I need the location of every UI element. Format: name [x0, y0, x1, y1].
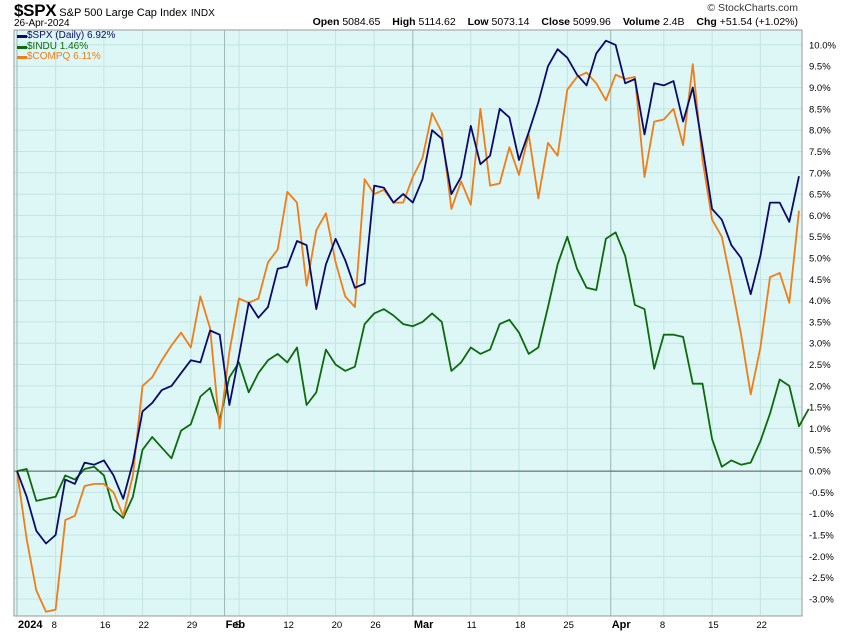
- low-value: 5073.14: [491, 16, 530, 28]
- exchange: INDX: [190, 8, 215, 19]
- high-label: High: [392, 16, 416, 28]
- x-tick-label: 18: [515, 620, 526, 631]
- y-tick-label: -1.5%: [809, 531, 834, 542]
- compq-line: [16, 63, 800, 613]
- y-tick-label: 0.5%: [809, 445, 831, 456]
- x-tick-label: 22: [139, 620, 150, 631]
- y-tick-label: 10.0%: [809, 40, 836, 51]
- legend: ▬$SPX (Daily) 6.92% ▬$INDU 1.46% ▬$COMPQ…: [17, 30, 116, 63]
- low-label: Low: [467, 16, 489, 28]
- chg-value: +51.54 (+1.02%): [719, 16, 798, 28]
- y-tick-label: -3.0%: [809, 594, 834, 605]
- y-tick-label: 8.5%: [809, 104, 831, 115]
- legend-label-indu: $INDU 1.46%: [27, 40, 89, 52]
- x-tick-label: 5: [235, 620, 240, 631]
- open-value: 5084.65: [342, 16, 381, 28]
- y-tick-label: 1.5%: [809, 403, 831, 414]
- y-tick-label: -2.0%: [809, 552, 834, 563]
- y-tick-label: 3.0%: [809, 339, 831, 350]
- x-tick-label: 8: [660, 620, 665, 631]
- volume-value: 2.4B: [662, 16, 685, 28]
- symbol: $SPX: [14, 1, 57, 20]
- legend-swatch-indu: ▬: [17, 40, 27, 52]
- close-value: 5099.96: [572, 16, 611, 28]
- y-tick-label: 8.0%: [809, 126, 831, 137]
- y-tick-label: 4.5%: [809, 275, 831, 286]
- x-tick-label: Apr: [612, 619, 632, 631]
- chart-header: $SPX S&P 500 Large Cap Index INDX: [14, 1, 215, 21]
- open-label: Open: [312, 16, 340, 28]
- indu-line: [16, 231, 810, 519]
- y-tick-label: -0.5%: [809, 488, 834, 499]
- y-tick-label: 3.5%: [809, 317, 831, 328]
- ohlc-bar: Open 5084.65 High 5114.62 Low 5073.14 Cl…: [313, 16, 798, 28]
- y-tick-label: -2.5%: [809, 573, 834, 584]
- stockcharts-credit: © StockCharts.com: [707, 2, 798, 14]
- plot-area: [14, 30, 802, 616]
- close-label: Close: [541, 16, 570, 28]
- legend-item-compq: ▬$COMPQ 6.11%: [17, 51, 115, 63]
- x-tick-label: 2024: [18, 619, 43, 631]
- y-tick-label: 0.0%: [809, 467, 831, 478]
- x-tick-label: 22: [756, 620, 767, 631]
- legend-label-compq: $COMPQ 6.11%: [27, 51, 101, 62]
- y-tick-label: 6.0%: [809, 211, 831, 222]
- plot-border: [13, 29, 803, 617]
- y-tick-label: 2.5%: [809, 360, 831, 371]
- x-tick-label: 20: [332, 620, 343, 631]
- chart-date: 26-Apr-2024: [14, 18, 70, 29]
- y-tick-label: 5.0%: [809, 254, 831, 265]
- x-tick-label: 26: [370, 620, 381, 631]
- y-tick-label: 7.5%: [809, 147, 831, 158]
- x-tick-label: 29: [187, 620, 198, 631]
- legend-item-indu: ▬$INDU 1.46%: [17, 40, 115, 53]
- x-tick-label: 8: [52, 620, 57, 631]
- y-tick-label: 7.0%: [809, 168, 831, 179]
- volume-label: Volume: [622, 16, 660, 28]
- y-tick-label: 6.5%: [809, 190, 831, 201]
- x-tick-label: 25: [563, 620, 574, 631]
- spx-line: [16, 39, 800, 545]
- x-tick-label: 12: [283, 620, 294, 631]
- x-tick-label: 11: [467, 620, 477, 631]
- y-tick-label: -1.0%: [809, 509, 834, 520]
- legend-swatch-compq: ▬: [17, 51, 27, 62]
- x-tick-label: Mar: [414, 619, 434, 631]
- y-tick-label: 9.5%: [809, 62, 831, 73]
- x-tick-label: Feb: [226, 619, 246, 631]
- high-value: 5114.62: [418, 16, 456, 28]
- y-tick-label: 4.0%: [809, 296, 831, 307]
- y-tick-label: 1.0%: [809, 424, 831, 435]
- chg-label: Chg: [696, 16, 717, 28]
- y-tick-label: 2.0%: [809, 381, 831, 392]
- security-name: S&P 500 Large Cap Index: [59, 7, 187, 19]
- legend-item-spx: ▬$SPX (Daily) 6.92%: [17, 30, 116, 42]
- legend-swatch-spx: ▬: [17, 30, 27, 41]
- y-tick-label: 9.0%: [809, 83, 831, 94]
- y-tick-label: 5.5%: [809, 232, 831, 243]
- legend-label-spx: $SPX (Daily) 6.92%: [27, 30, 116, 41]
- x-tick-label: 15: [708, 620, 719, 631]
- x-tick-label: 16: [100, 620, 111, 631]
